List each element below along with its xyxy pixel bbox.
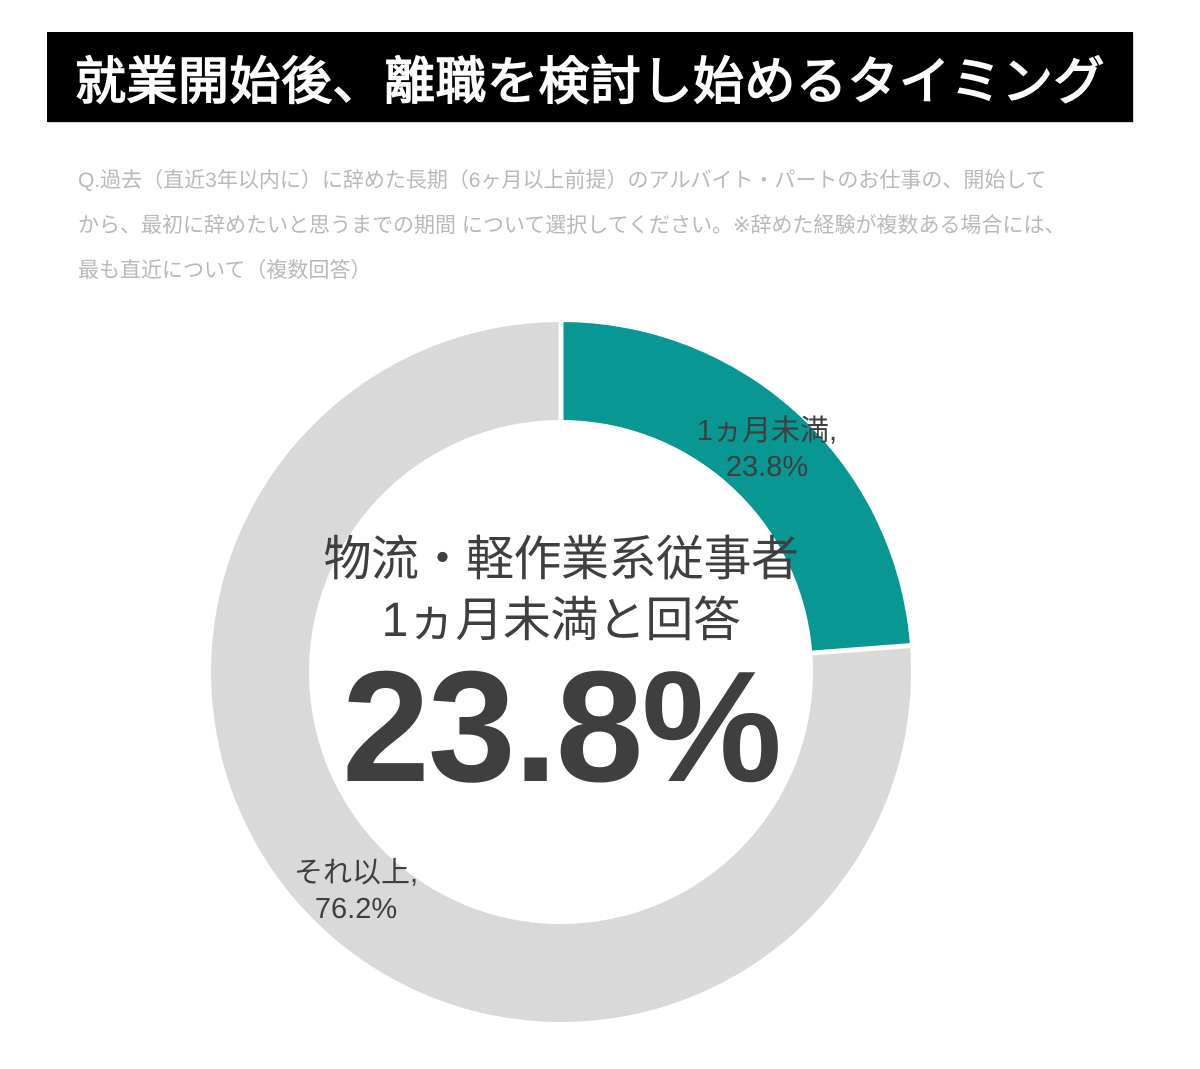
question-line-1: Q.過去（直近3年以内に）に辞めた長期（6ヶ月以上前提）のアルバイト・パートのお… <box>78 169 1047 192</box>
question-line-2: から、最初に辞めたいと思うまでの期間 について選択してください。※辞めた経験が複… <box>78 214 1066 237</box>
title-banner: 就業開始後、離職を検討し始めるタイミング <box>47 32 1133 122</box>
slice-label-value: 23.8% <box>725 451 809 483</box>
center-text-line2: 1ヵ月未満と回答 <box>381 594 741 647</box>
slice-label-value: 76.2% <box>314 893 398 925</box>
donut-chart: 1ヵ月未満, 23.8% それ以上, 76.2% 物流・軽作業系従事者 1ヵ月未… <box>206 317 916 1027</box>
center-text-line1: 物流・軽作業系従事者 <box>323 533 799 586</box>
center-text-value: 23.8% <box>341 639 782 815</box>
survey-question: Q.過去（直近3年以内に）に辞めた長期（6ヶ月以上前提）のアルバイト・パートのお… <box>78 158 1066 293</box>
slice-label-more-than: それ以上, 76.2% <box>294 855 418 927</box>
slice-label-category: それ以上, <box>293 857 419 889</box>
slice-label-under-1-month: 1ヵ月未満, 23.8% <box>697 413 837 485</box>
donut-svg <box>211 319 914 1022</box>
page-title: 就業開始後、離職を検討し始めるタイミング <box>74 53 1105 110</box>
slice-label-category: 1ヵ月未満, <box>696 415 838 447</box>
donut-center-text: 物流・軽作業系従事者 1ヵ月未満と回答 23.8% <box>323 529 799 815</box>
donut-slice-0 <box>561 322 911 654</box>
slice-separator-1 <box>809 642 914 656</box>
question-line-3: 最も直近について（複数回答） <box>78 259 372 282</box>
